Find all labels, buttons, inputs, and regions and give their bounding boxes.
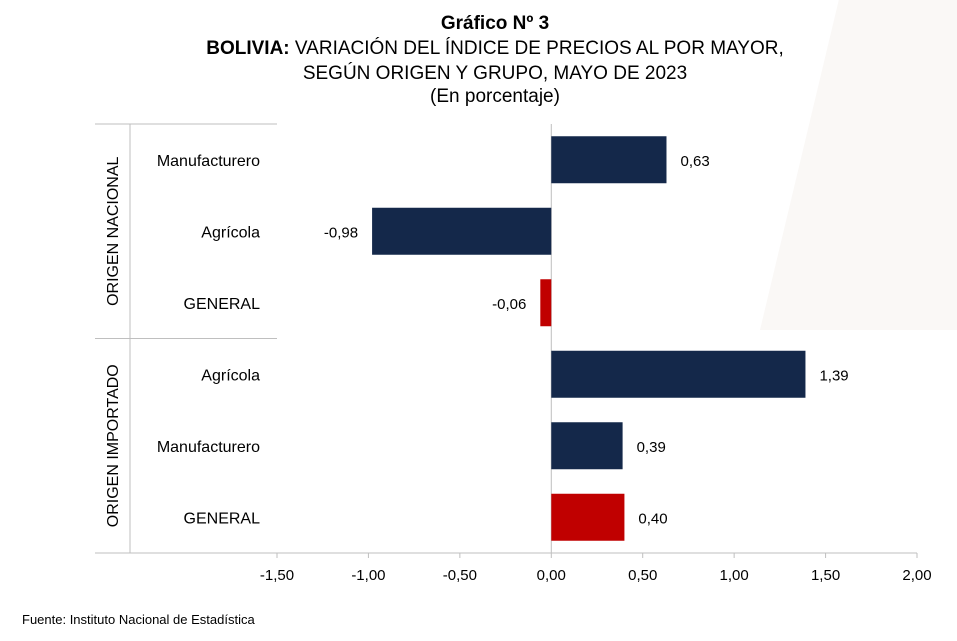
bar — [551, 136, 667, 184]
data-label: -0,06 — [492, 296, 526, 313]
data-label: 0,63 — [680, 153, 709, 170]
category-label: Agrícola — [201, 224, 260, 241]
chart-number: Gráfico Nº 3 — [440, 13, 550, 34]
chart-title-line-1: BOLIVIA: VARIACIÓN DEL ÍNDICE DE PRECIOS… — [0, 36, 957, 61]
chart-title-text: VARIACIÓN DEL ÍNDICE DE PRECIOS AL POR M… — [289, 38, 784, 59]
category-label: Manufacturero — [157, 439, 260, 456]
data-label: -0,98 — [324, 224, 358, 241]
x-tick-label: -1,50 — [260, 567, 294, 584]
bar — [551, 350, 806, 398]
x-tick-label: 0,50 — [628, 567, 657, 584]
data-label: 0,39 — [637, 439, 666, 456]
group-label: ORIGEN IMPORTADO — [105, 364, 122, 527]
category-label: Manufacturero — [157, 153, 260, 170]
bar — [372, 207, 552, 255]
x-tick-label: 2,00 — [902, 567, 931, 584]
general-bar — [540, 279, 552, 327]
x-tick-label: -0,50 — [443, 567, 477, 584]
general-bar — [551, 493, 625, 541]
bar — [551, 422, 623, 470]
data-label: 0,40 — [638, 510, 667, 527]
chart-unit: (En porcentaje) — [430, 86, 560, 107]
chart-title-line-2: SEGÚN ORIGEN Y GRUPO, MAYO DE 2023 — [302, 63, 688, 84]
category-label: Agrícola — [201, 367, 260, 384]
source-note: Fuente: Instituto Nacional de Estadístic… — [22, 612, 255, 627]
chart-title-block: Gráfico Nº 3 BOLIVIA: VARIACIÓN DEL ÍNDI… — [0, 12, 957, 108]
category-label: GENERAL — [184, 510, 261, 527]
x-tick-label: -1,00 — [351, 567, 385, 584]
chart-title-country: BOLIVIA: — [206, 38, 290, 59]
category-label: GENERAL — [184, 296, 261, 313]
x-tick-label: 1,50 — [811, 567, 840, 584]
x-tick-label: 1,00 — [720, 567, 749, 584]
data-label: 1,39 — [819, 367, 848, 384]
x-tick-label: 0,00 — [537, 567, 566, 584]
group-label: ORIGEN NACIONAL — [105, 156, 122, 305]
